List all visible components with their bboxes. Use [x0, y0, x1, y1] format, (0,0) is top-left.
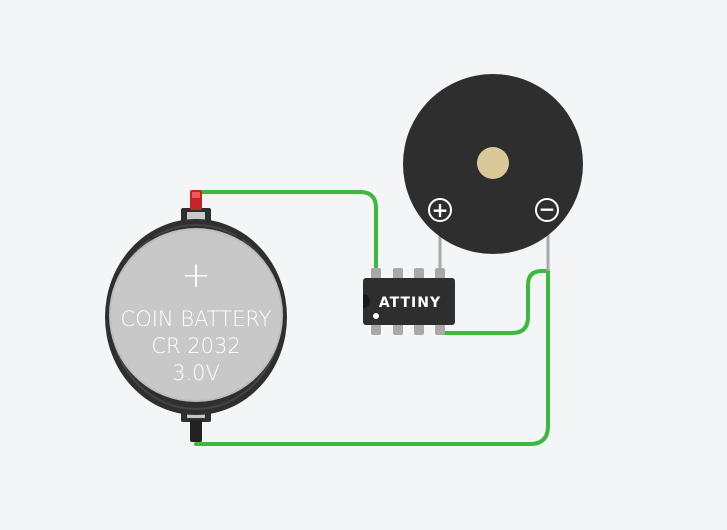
- buzzer-negative-terminal[interactable]: −: [535, 197, 559, 222]
- buzzer-center: [477, 147, 509, 179]
- wire-battery-negative-to-buzzer[interactable]: [194, 269, 550, 446]
- battery-plus-symbol: +: [181, 255, 211, 296]
- chip-body: [363, 278, 455, 325]
- battery-label-line2: CR 2032: [151, 334, 240, 358]
- chip-pin1-dot: [373, 313, 379, 319]
- buzzer-positive-terminal[interactable]: +: [428, 198, 452, 222]
- attiny-chip[interactable]: ATTINY: [363, 268, 455, 335]
- piezo-buzzer[interactable]: + −: [403, 74, 583, 271]
- battery-label-line1: COIN BATTERY: [121, 307, 272, 331]
- buzzer-minus-symbol: −: [539, 197, 556, 221]
- wire-battery-positive-to-chip[interactable]: [194, 190, 378, 274]
- battery-negative-terminal[interactable]: [190, 420, 202, 442]
- chip-label: ATTINY: [379, 295, 441, 311]
- battery-label-line3: 3.0V: [172, 361, 220, 385]
- buzzer-plus-symbol: +: [432, 198, 449, 222]
- wire-chip-to-buzzer-negative[interactable]: [438, 269, 550, 335]
- chip-bottom-pins: [371, 323, 445, 335]
- chip-top-pins: [371, 268, 445, 280]
- coin-battery[interactable]: + COIN BATTERY CR 2032 3.0V: [105, 190, 287, 442]
- battery-face: [110, 229, 282, 401]
